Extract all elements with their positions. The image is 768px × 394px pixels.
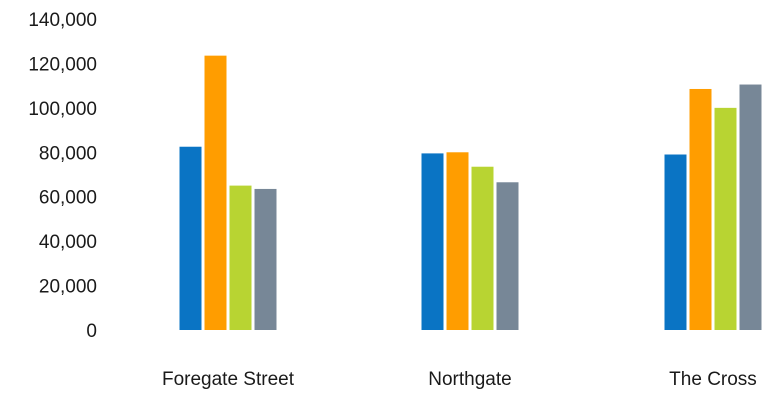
x-category-label: Northgate: [428, 369, 511, 390]
y-tick-label: 20,000: [39, 277, 97, 298]
bar-foregate-street-series-4: [254, 188, 277, 330]
bar-northgate-series-1: [421, 153, 444, 330]
bar-foregate-street-series-2: [204, 55, 227, 331]
bar-northgate-series-4: [496, 182, 519, 330]
bars-group: [179, 55, 762, 331]
bar-foregate-street-series-3: [229, 185, 252, 330]
y-tick-label: 120,000: [28, 54, 97, 75]
x-category-label: Foregate Street: [162, 369, 295, 390]
y-tick-label: 100,000: [28, 99, 97, 120]
bar-the-cross-series-4: [739, 84, 762, 331]
y-axis: 0 20,000 40,000 60,000 80,000 100,000 120,000 1…: [28, 10, 97, 342]
bar-foregate-street-series-1: [179, 146, 202, 330]
x-category-label: The Cross: [669, 369, 757, 390]
bar-the-cross-series-3: [714, 107, 737, 330]
bar-northgate-series-3: [471, 166, 494, 330]
bar-the-cross-series-2: [689, 88, 712, 330]
bar-northgate-series-2: [446, 152, 469, 330]
y-tick-label: 40,000: [39, 232, 97, 253]
bar-the-cross-series-1: [664, 154, 687, 330]
y-tick-label: 140,000: [28, 10, 97, 31]
y-tick-label: 0: [86, 321, 97, 342]
y-tick-label: 80,000: [39, 143, 97, 164]
x-axis: Foregate Street Northgate The Cross: [162, 369, 757, 390]
y-tick-label: 60,000: [39, 188, 97, 209]
